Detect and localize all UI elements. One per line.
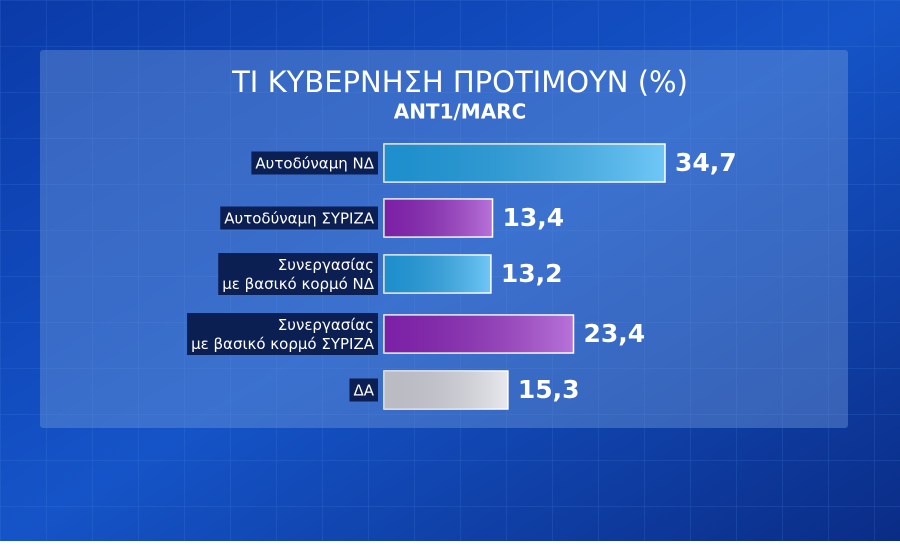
chart-title: ΤΙ ΚΥΒΕΡΝΗΣΗ ΠΡΟΤΙΜΟΥΝ (%) — [231, 65, 688, 99]
label-box — [349, 378, 378, 402]
category-label-line: Συνεργασίας — [278, 316, 374, 334]
category-label: Αυτοδύναμη ΝΔ — [251, 151, 378, 175]
value-label: 13,2 — [501, 259, 563, 288]
category-label: Αυτοδύναμη ΣΥΡΙΖΑ — [220, 206, 378, 230]
category-label-line: με βασικό κορμό ΝΔ — [222, 275, 374, 293]
bar-shine — [384, 255, 491, 293]
category-label-line: ΔΑ — [353, 382, 374, 400]
value-label: 15,3 — [518, 375, 580, 404]
label-box — [251, 151, 378, 175]
category-label-line: Αυτοδύναμη ΣΥΡΙΖΑ — [224, 210, 374, 228]
category-label-line: με βασικό κορμό ΣΥΡΙΖΑ — [191, 335, 375, 353]
bar-shine — [384, 144, 665, 182]
value-label: 34,7 — [675, 148, 737, 177]
label-box — [218, 253, 378, 295]
category-label-line: Συνεργασίας — [278, 256, 374, 274]
bar-shine — [384, 199, 493, 237]
bar-shine — [384, 371, 508, 409]
label-box — [187, 313, 378, 355]
category-label: ΔΑ — [349, 378, 378, 402]
chart-subtitle: ANT1/MARC — [394, 100, 527, 124]
label-box — [220, 206, 378, 230]
bar-shine — [384, 315, 574, 353]
category-label-line: Αυτοδύναμη ΝΔ — [255, 155, 374, 173]
value-label: 23,4 — [583, 319, 645, 348]
value-label: 13,4 — [503, 203, 565, 232]
